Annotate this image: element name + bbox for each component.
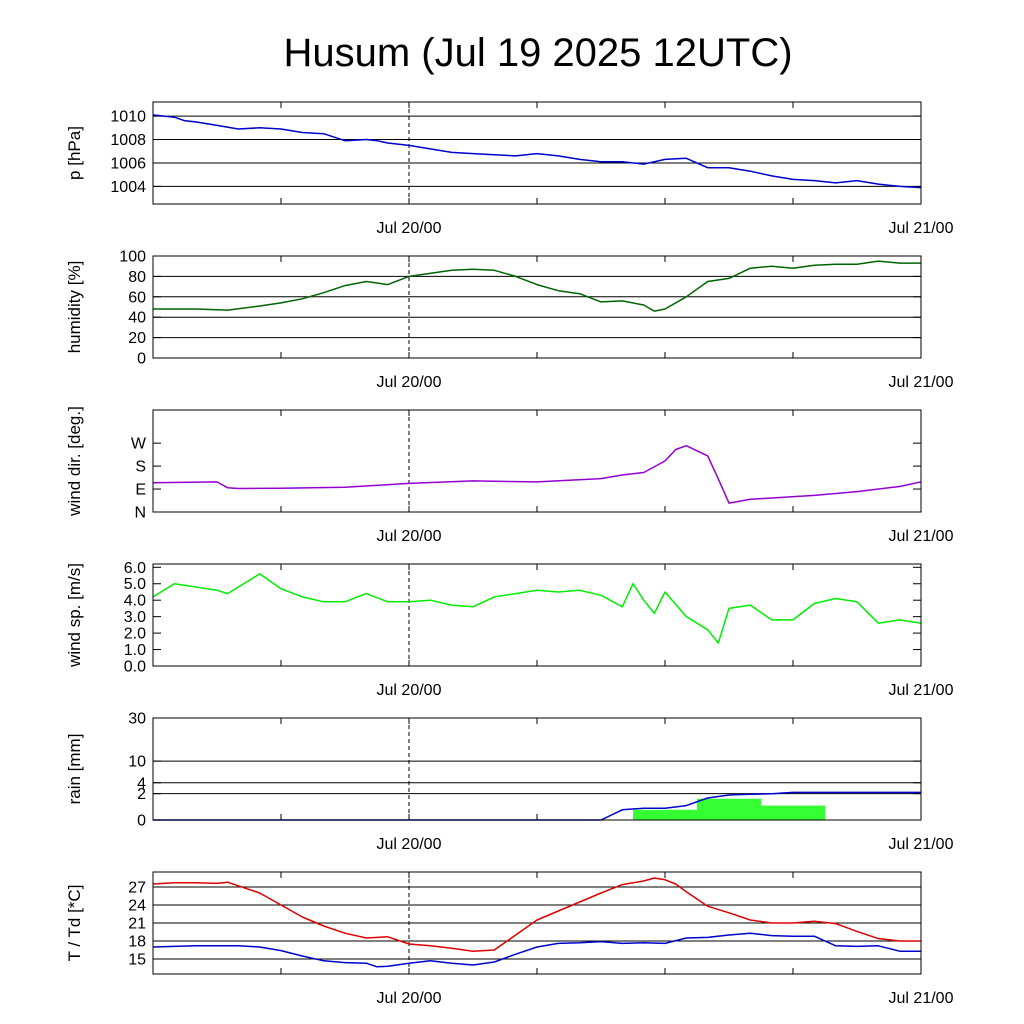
x-tick-label: Jul 21/00: [889, 220, 954, 237]
rain-bar: [697, 798, 761, 820]
x-tick-label: Jul 20/00: [377, 528, 442, 545]
y-tick-label: 40: [128, 310, 146, 327]
y-tick-label: 4: [137, 775, 146, 792]
y-tick-label: N: [134, 505, 146, 522]
x-tick-label: Jul 20/00: [377, 682, 442, 699]
plot-frame: [152, 255, 922, 359]
y-tick-label: 1004: [110, 179, 146, 196]
x-tick-label: Jul 20/00: [377, 220, 442, 237]
panel-1: 1004 1006 1008 1010 Jul 20/00 Jul 21/00 p [hPa…: [65, 101, 954, 237]
y-tick-label: E: [135, 482, 146, 499]
x-tick-label: Jul 21/00: [889, 990, 954, 1007]
plot-frame: [152, 101, 922, 205]
y-tick-label: 3.0: [124, 609, 146, 626]
y-axis-label: p [hPa]: [65, 126, 84, 180]
series-line: [152, 573, 922, 644]
y-tick-label: 20: [128, 330, 146, 347]
y-tick-label: 5.0: [124, 576, 146, 593]
chart-title: Husum (Jul 19 2025 12UTC): [283, 31, 792, 75]
panel-4: 0.01.02.03.04.05.06.0 Jul 20/00 Jul 21/00 w…: [65, 560, 954, 699]
y-tick-label: 24: [128, 898, 146, 915]
panel-2: 0 20 40 60 80 100 Jul 20/00 Jul 21/00 humidity […: [65, 249, 954, 392]
y-axis-label: rain [mm]: [65, 734, 84, 805]
x-tick-label: Jul 20/00: [377, 374, 442, 391]
panel-5: 0 24 10 30 Jul 20/00 Jul 21/00 rain [mm]: [65, 711, 954, 854]
rain-bar: [633, 809, 697, 820]
series-line: [153, 791, 921, 821]
y-tick-label: 30: [128, 711, 146, 728]
y-tick-label: 15: [128, 952, 146, 969]
y-tick-label: 4.0: [124, 593, 146, 610]
y-tick-label: 1008: [110, 132, 146, 149]
series-line: [153, 260, 921, 312]
y-tick-label: 6.0: [124, 560, 146, 577]
y-tick-label: 2: [137, 786, 146, 803]
y-tick-label: W: [131, 436, 147, 453]
series-line: [152, 932, 921, 968]
x-tick-label: Jul 21/00: [889, 528, 954, 545]
y-axis-label: wind dir. [deg.]: [65, 406, 84, 517]
y-tick-label: 0: [137, 813, 146, 830]
series-line: [152, 114, 922, 189]
x-tick-label: Jul 20/00: [377, 990, 442, 1007]
y-tick-label: 1006: [110, 155, 146, 172]
series-line: [152, 444, 922, 504]
y-tick-label: 21: [128, 916, 146, 933]
plot-frame: [152, 871, 922, 975]
y-tick-label: 0.0: [124, 659, 146, 676]
y-tick-label: 18: [128, 934, 146, 951]
x-tick-label: Jul 20/00: [377, 836, 442, 853]
y-tick-label: 80: [128, 269, 146, 286]
y-tick-label: 27: [128, 880, 146, 897]
y-tick-label: 1.0: [124, 642, 146, 659]
rain-bar: [761, 805, 825, 820]
y-tick-label: 10: [128, 754, 146, 771]
series-line: [152, 877, 921, 952]
y-axis-label: humidity [%]: [65, 261, 84, 354]
x-tick-label: Jul 21/00: [889, 374, 954, 391]
y-tick-label: 1010: [110, 109, 146, 126]
plot-frame: [152, 409, 922, 513]
x-tick-label: Jul 21/00: [889, 682, 954, 699]
plot-frame: [152, 717, 922, 821]
x-tick-label: Jul 21/00: [889, 836, 954, 853]
y-tick-label: 60: [128, 289, 146, 306]
plot-frame: [152, 563, 922, 667]
y-tick-label: S: [135, 459, 146, 476]
y-axis-label: T / Td [*C]: [65, 885, 84, 962]
y-tick-label: 2.0: [124, 626, 146, 643]
y-tick-label: 100: [119, 249, 146, 266]
y-axis-label: wind sp. [m/s]: [65, 563, 84, 668]
y-tick-label: 0: [137, 351, 146, 368]
